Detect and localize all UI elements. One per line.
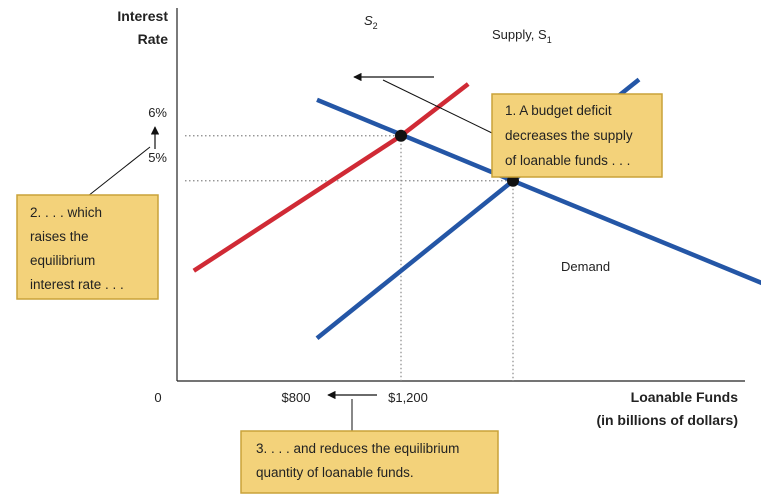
x-axis-title-line1: Loanable Funds (631, 389, 739, 405)
note-raises-rate-box (16, 194, 159, 300)
note-raises-rate-line2: raises the (30, 229, 89, 244)
supply-s2-curve (192, 82, 470, 273)
note-reduces-quantity: 3. . . . and reduces the equilibrium qua… (240, 430, 499, 494)
y-tick-6pct: 6% (148, 105, 167, 120)
x-tick-800: $800 (282, 390, 311, 405)
x-axis-title-line2: (in billions of dollars) (596, 412, 738, 428)
leader-note-1 (382, 79, 493, 134)
note-budget-deficit-line1: 1. A budget deficit (505, 103, 612, 118)
note-raises-rate-line4: interest rate . . . (30, 277, 124, 292)
note-reduces-quantity-line1: 3. . . . and reduces the equilibrium (256, 441, 459, 456)
y-tick-5pct: 5% (148, 150, 167, 165)
note-reduces-quantity-line2: quantity of loanable funds. (256, 465, 414, 480)
note-budget-deficit-box (491, 93, 663, 178)
origin-label: 0 (154, 390, 161, 405)
x-tick-1200: $1,200 (388, 390, 428, 405)
note-reduces-quantity-box (240, 430, 499, 494)
note-raises-rate-line3: equilibrium (30, 253, 95, 268)
leader-note-2 (87, 146, 151, 197)
note-raises-rate: 2. . . . which raises the equilibrium in… (16, 194, 159, 300)
y-axis-title-line1: Interest (117, 8, 168, 24)
note-budget-deficit: 1. A budget deficit decreases the supply… (491, 93, 663, 178)
note-raises-rate-line1: 2. . . . which (30, 205, 102, 220)
reference-lines (185, 135, 514, 381)
note-budget-deficit-line3: of loanable funds . . . (505, 153, 630, 168)
equilibrium-point-new (395, 129, 407, 142)
s2-label: S2 (364, 13, 378, 31)
note-budget-deficit-line2: decreases the supply (505, 128, 633, 143)
supply-s1-label: Supply, S1 (492, 27, 552, 45)
demand-label: Demand (561, 259, 610, 274)
y-axis-title-line2: Rate (138, 31, 169, 47)
